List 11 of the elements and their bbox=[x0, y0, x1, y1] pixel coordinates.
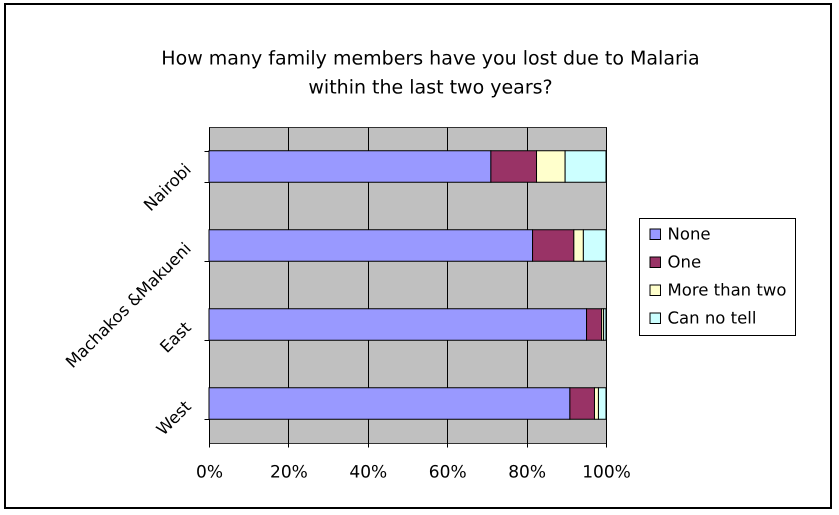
x-tick-label: 60% bbox=[428, 462, 467, 482]
legend-label: None bbox=[668, 224, 711, 244]
x-tick-label: 80% bbox=[508, 462, 546, 482]
x-tick-label: 0% bbox=[196, 462, 223, 482]
legend-label: One bbox=[668, 252, 702, 272]
x-tick-label: 100% bbox=[582, 462, 631, 482]
legend-label: More than two bbox=[668, 280, 786, 300]
x-tick-label: 40% bbox=[349, 462, 388, 482]
chart-title: How many family members have you lost due to Malaria within the last two years? bbox=[161, 47, 700, 98]
legend-label: Can no tell bbox=[668, 308, 756, 328]
x-tick-label: 20% bbox=[270, 462, 308, 482]
